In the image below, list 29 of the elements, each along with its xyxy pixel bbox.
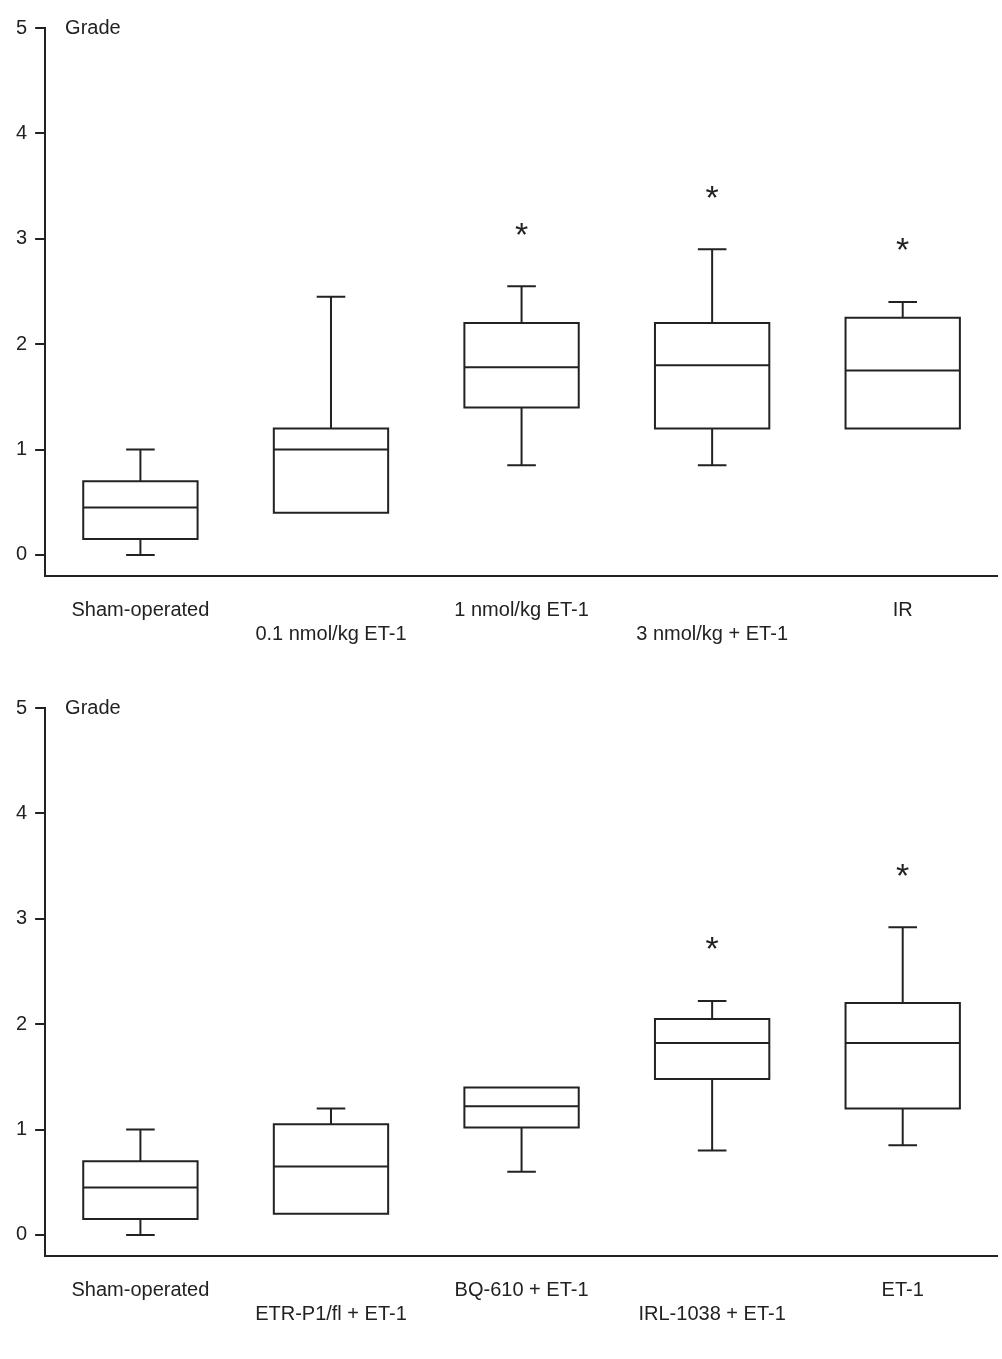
- x-tick-label: BQ-610 + ET-1: [454, 1277, 589, 1300]
- x-tick-label: 3 nmol/kg + ET-1: [636, 621, 789, 644]
- y-tick-label: 0: [16, 542, 28, 565]
- x-tick-label: IR: [892, 597, 913, 620]
- y-tick-label: 0: [16, 1222, 28, 1245]
- annotation: *: [705, 929, 719, 968]
- y-tick-label: 4: [16, 120, 28, 143]
- y-tick-label: 1: [16, 1117, 28, 1140]
- y-tick-label: 5: [16, 15, 28, 38]
- x-tick-label: IRL-1038 + ET-1: [638, 1301, 786, 1324]
- y-tick-label: 5: [16, 695, 28, 718]
- x-tick-label: ETR-P1/fl + ET-1: [255, 1301, 407, 1324]
- annotation: *: [896, 230, 910, 269]
- y-tick-label: 1: [16, 437, 28, 460]
- y-tick-label: 3: [16, 226, 28, 249]
- x-tick-label: Sham-operated: [71, 597, 210, 620]
- annotation: *: [896, 855, 910, 894]
- x-tick-label: ET-1: [881, 1277, 924, 1300]
- x-tick-label: 0.1 nmol/kg ET-1: [255, 621, 407, 644]
- annotation: *: [514, 214, 529, 253]
- x-tick-label: 1 nmol/kg ET-1: [454, 597, 589, 620]
- y-tick-label: 3: [16, 906, 28, 929]
- y-axis-title: Grade: [65, 695, 121, 718]
- y-axis-title: Grade: [65, 15, 121, 38]
- y-tick-label: 2: [16, 331, 28, 354]
- x-tick-label: Sham-operated: [71, 1277, 210, 1300]
- y-tick-label: 2: [16, 1011, 28, 1034]
- annotation: *: [705, 177, 719, 216]
- y-tick-label: 4: [16, 800, 28, 823]
